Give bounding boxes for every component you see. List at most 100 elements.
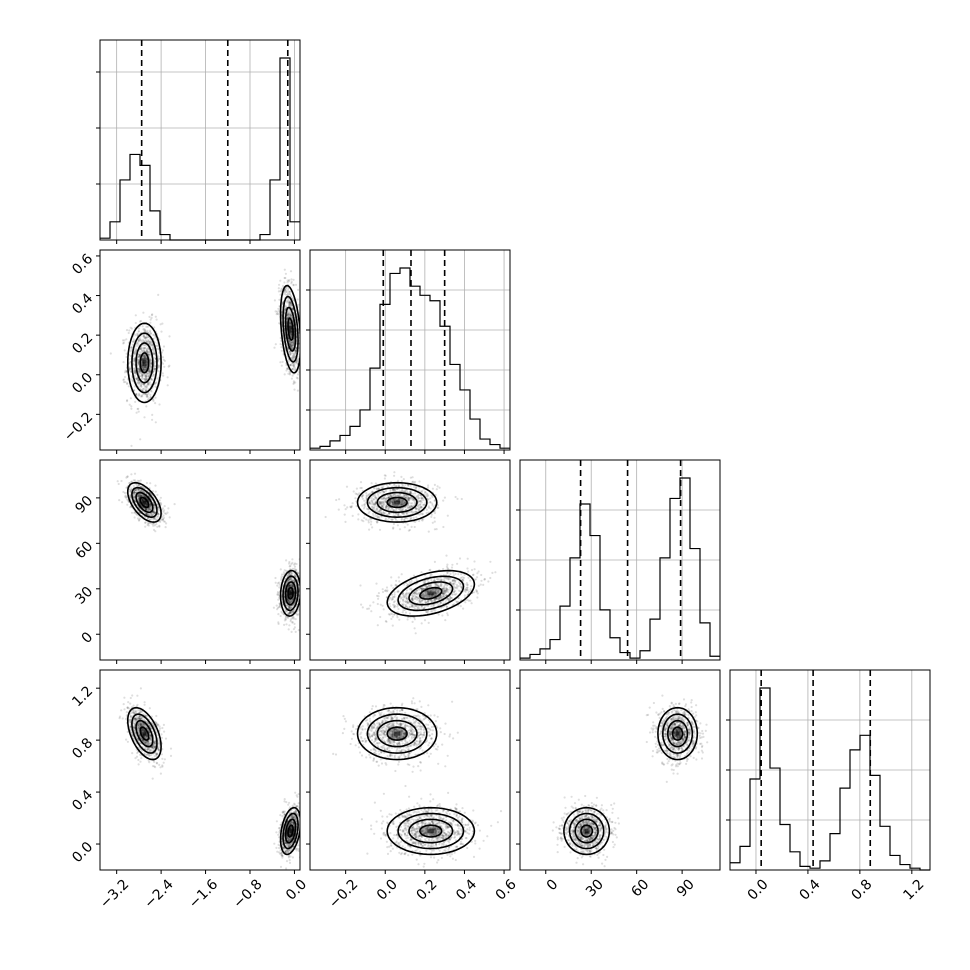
sample-point: [405, 595, 408, 598]
sample-point: [442, 587, 445, 590]
sample-point: [357, 518, 360, 521]
sample-point: [386, 496, 389, 499]
sample-point: [293, 565, 297, 568]
sample-point: [147, 507, 150, 510]
sample-point: [410, 598, 413, 601]
sample-point: [144, 336, 147, 339]
sample-point: [149, 505, 152, 508]
sample-point: [157, 515, 160, 518]
sample-point: [376, 624, 379, 627]
sample-point: [143, 356, 146, 360]
sample-point: [143, 378, 146, 381]
sample-point: [391, 500, 394, 504]
sample-point: [436, 591, 439, 594]
sample-point: [129, 354, 132, 358]
sample-point: [159, 323, 162, 326]
sample-point: [291, 585, 294, 588]
sample-point: [137, 488, 140, 491]
sample-point: [465, 587, 468, 590]
sample-point: [152, 398, 155, 401]
sample-point: [445, 594, 448, 597]
sample-point: [146, 385, 149, 388]
sample-point: [385, 506, 388, 509]
sample-point: [142, 498, 145, 501]
sample-point: [147, 392, 150, 395]
sample-point: [157, 506, 160, 509]
sample-point: [418, 600, 421, 603]
sample-point: [143, 490, 146, 493]
sample-point: [335, 498, 338, 502]
sample-point: [129, 506, 132, 509]
sample-point: [294, 575, 297, 578]
sample-point: [423, 599, 426, 602]
sample-point: [446, 514, 449, 517]
sample-point: [417, 497, 420, 500]
sample-point: [406, 491, 409, 494]
sample-point: [387, 496, 391, 499]
sample-point: [289, 313, 292, 316]
sample-point: [149, 506, 152, 510]
sample-point: [130, 346, 133, 349]
sample-point: [401, 512, 404, 515]
sample-point: [145, 363, 148, 366]
sample-point: [141, 373, 144, 376]
sample-point: [412, 516, 415, 519]
sample-point: [293, 626, 296, 629]
sample-point: [396, 616, 399, 619]
sample-point: [152, 352, 155, 355]
sample-point: [135, 342, 138, 345]
sample-point: [398, 498, 401, 501]
sample-point: [141, 325, 144, 328]
sample-point: [401, 598, 404, 601]
sample-point: [284, 609, 287, 612]
sample-point: [378, 509, 381, 513]
sample-point: [131, 378, 134, 381]
sample-point: [291, 344, 294, 347]
sample-point: [407, 497, 410, 500]
sample-point: [289, 350, 292, 353]
sample-point: [140, 347, 143, 350]
sample-point: [420, 497, 423, 500]
sample-point: [287, 288, 290, 291]
sample-point: [385, 498, 388, 501]
sample-point: [290, 610, 293, 613]
sample-point: [286, 367, 289, 370]
sample-point: [129, 350, 133, 353]
sample-point: [153, 510, 156, 513]
sample-point: [413, 486, 416, 489]
sample-point: [132, 340, 135, 343]
sample-point: [290, 599, 293, 603]
sample-point: [401, 499, 404, 502]
sample-point: [289, 314, 292, 317]
histogram-p1: [310, 267, 510, 449]
density-block: [142, 359, 147, 366]
sample-point: [135, 377, 139, 380]
sample-point: [289, 353, 292, 357]
sample-point: [281, 302, 284, 305]
sample-point: [292, 365, 295, 368]
sample-point: [288, 607, 291, 610]
sample-point: [129, 494, 132, 497]
sample-point: [430, 600, 433, 603]
sample-point: [460, 586, 463, 589]
sample-point: [301, 346, 303, 348]
sample-point: [288, 313, 291, 316]
sample-point: [284, 610, 287, 613]
sample-point: [146, 347, 149, 350]
sample-point: [123, 491, 127, 495]
sample-point: [290, 364, 293, 367]
sample-point: [479, 583, 482, 586]
sample-point: [145, 349, 148, 352]
sample-point: [292, 382, 295, 385]
density-block: [142, 500, 147, 505]
sample-point: [454, 495, 457, 499]
sample-point: [296, 377, 299, 380]
sample-point: [290, 377, 293, 380]
sample-point: [388, 495, 391, 498]
sample-point: [405, 496, 408, 499]
sample-point: [402, 478, 405, 481]
sample-point: [274, 576, 277, 580]
sample-point: [290, 345, 293, 348]
sample-point: [467, 576, 470, 579]
sample-point: [420, 505, 423, 508]
